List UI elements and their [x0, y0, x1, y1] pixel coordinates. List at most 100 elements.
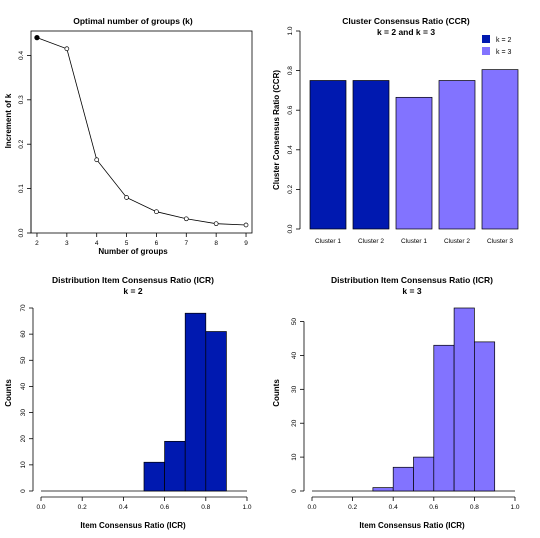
p2-ytick-label: 0.0	[287, 224, 294, 233]
p2-ytick-label: 0.6	[287, 105, 294, 114]
p1-ytick-label: 0.1	[18, 184, 25, 193]
p1-xtick-label: 9	[244, 240, 248, 247]
p3-subtitle: k = 2	[123, 286, 142, 296]
p1-xtick-label: 3	[65, 240, 69, 247]
p4-ytick-label: 50	[291, 318, 298, 326]
p3-xtick-label: 0.8	[201, 504, 210, 511]
p3-title: Distribution Item Consensus Ratio (ICR)	[52, 275, 214, 285]
p2-ylabel: Cluster Consensus Ratio (CCR)	[272, 70, 281, 190]
p1-point	[124, 195, 129, 200]
p2-legend: k = 2 k = 3	[482, 35, 511, 56]
p4-ytick-label: 20	[291, 419, 298, 427]
p1-point	[183, 216, 189, 222]
p2-bar	[352, 80, 390, 230]
p4-bin	[413, 456, 435, 492]
p3-marks: 0 10 20 30 40 50 60 70 0.0 0.2 0.4 0.6 0.8 1.0	[20, 304, 252, 511]
p3-ytick-label: 70	[20, 304, 27, 312]
p1-xlabel: Number of groups	[98, 247, 168, 256]
p1-ytick-label: 0.4	[18, 51, 25, 60]
p1-xtick-label: 5	[125, 240, 129, 247]
p3-xtick-label: 0.4	[119, 504, 128, 511]
p2-marks: 0.0 0.2 0.4 0.6 0.8 1.0 Cluster 1 Cluster 2 Clus…	[287, 26, 519, 245]
p4-xtick-label: 0.6	[429, 504, 438, 511]
panel-icr-k3: Distribution Item Consensus Ratio (ICR) …	[272, 275, 520, 530]
p4-title: Distribution Item Consensus Ratio (ICR)	[331, 275, 493, 285]
p4-ytick-label: 40	[291, 351, 298, 359]
p1-xtick-label: 2	[35, 240, 39, 247]
p4-ytick-label: 10	[291, 453, 298, 461]
p4-xtick-label: 0.2	[348, 504, 357, 511]
p1-title: Optimal number of groups (k)	[73, 16, 193, 26]
p1-xtick-label: 6	[155, 240, 159, 247]
p1-ytick-label: 0.2	[18, 139, 25, 148]
p1-point	[64, 46, 70, 52]
p4-bin	[372, 487, 394, 492]
p3-bin	[205, 331, 227, 492]
p1-point	[213, 221, 219, 227]
p2-category-label: Cluster 3	[487, 238, 513, 245]
legend-label-k2: k = 2	[496, 37, 511, 44]
p3-xlabel: Item Consensus Ratio (ICR)	[80, 521, 186, 530]
p4-xtick-label: 1.0	[510, 504, 519, 511]
p1-marks: 0.0 0.1 0.2 0.3 0.4 2 3 4 5 6 7 8 9	[18, 30, 253, 247]
p3-xtick-label: 0.6	[160, 504, 169, 511]
p2-ytick-label: 1.0	[287, 26, 294, 35]
legend-swatch-k2	[482, 35, 490, 43]
p4-xtick-label: 0.8	[470, 504, 479, 511]
p1-point	[154, 209, 159, 215]
p4-bin	[392, 466, 414, 492]
p3-xtick-label: 0.0	[36, 504, 45, 511]
p1-xtick-label: 8	[214, 240, 218, 247]
p1-point-highlight	[34, 35, 40, 41]
panel-optimal-groups: Optimal number of groups (k) Number of g…	[4, 16, 253, 256]
legend-swatch-k3	[482, 47, 490, 55]
p2-category-label: Cluster 1	[401, 238, 427, 245]
p3-ytick-label: 40	[20, 382, 27, 390]
panel-icr-k2: Distribution Item Consensus Ratio (ICR) …	[4, 275, 252, 530]
p1-ytick-label: 0.0	[18, 228, 25, 237]
p2-title: Cluster Consensus Ratio (CCR)	[342, 16, 470, 26]
p2-category-label: Cluster 2	[444, 238, 470, 245]
p2-ytick-label: 0.8	[287, 66, 294, 75]
p2-category-label: Cluster 1	[315, 238, 341, 245]
p1-point	[243, 222, 249, 228]
p2-bar	[438, 80, 476, 230]
p2-subtitle: k = 2 and k = 3	[377, 27, 435, 37]
p3-ytick-label: 0	[20, 489, 27, 493]
p3-bin	[164, 440, 186, 492]
p3-ytick-label: 50	[20, 356, 27, 364]
p2-category-label: Cluster 2	[358, 238, 384, 245]
p4-bin	[474, 341, 496, 492]
p3-ylabel: Counts	[4, 379, 13, 407]
p1-xtick-label: 4	[95, 240, 99, 247]
p2-bar	[395, 96, 433, 230]
legend-label-k3: k = 3	[496, 49, 511, 56]
p3-bin	[184, 312, 207, 492]
p4-xtick-label: 0.0	[307, 504, 316, 511]
p4-ytick-label: 30	[291, 385, 298, 393]
p3-xtick-label: 0.2	[78, 504, 87, 511]
p2-ytick-label: 0.4	[287, 145, 294, 154]
p4-ylabel: Counts	[272, 379, 281, 407]
p3-ytick-label: 30	[20, 409, 27, 417]
panel-ccr: Cluster Consensus Ratio (CCR) k = 2 and …	[272, 16, 519, 245]
p2-bar	[481, 69, 519, 230]
p1-plot-box	[30, 30, 253, 234]
p1-xtick-label: 7	[184, 240, 188, 247]
p1-series-line	[36, 37, 247, 226]
p4-ytick-label: 0	[291, 489, 298, 493]
p4-marks: 0 10 20 30 40 50 0.0 0.2 0.4 0.6 0.8 1.0	[291, 307, 520, 511]
p2-bar	[309, 80, 347, 230]
p3-ytick-label: 20	[20, 435, 27, 443]
p4-subtitle: k = 3	[402, 286, 421, 296]
p1-ytick-label: 0.3	[18, 95, 25, 104]
p2-ytick-label: 0.2	[287, 185, 294, 194]
p4-xtick-label: 0.4	[389, 504, 398, 511]
p3-bin	[143, 461, 165, 492]
p4-bin	[453, 307, 475, 492]
p3-xtick-label: 1.0	[242, 504, 251, 511]
p4-xlabel: Item Consensus Ratio (ICR)	[359, 521, 465, 530]
p3-ytick-label: 60	[20, 330, 27, 338]
p3-ytick-label: 10	[20, 461, 27, 469]
